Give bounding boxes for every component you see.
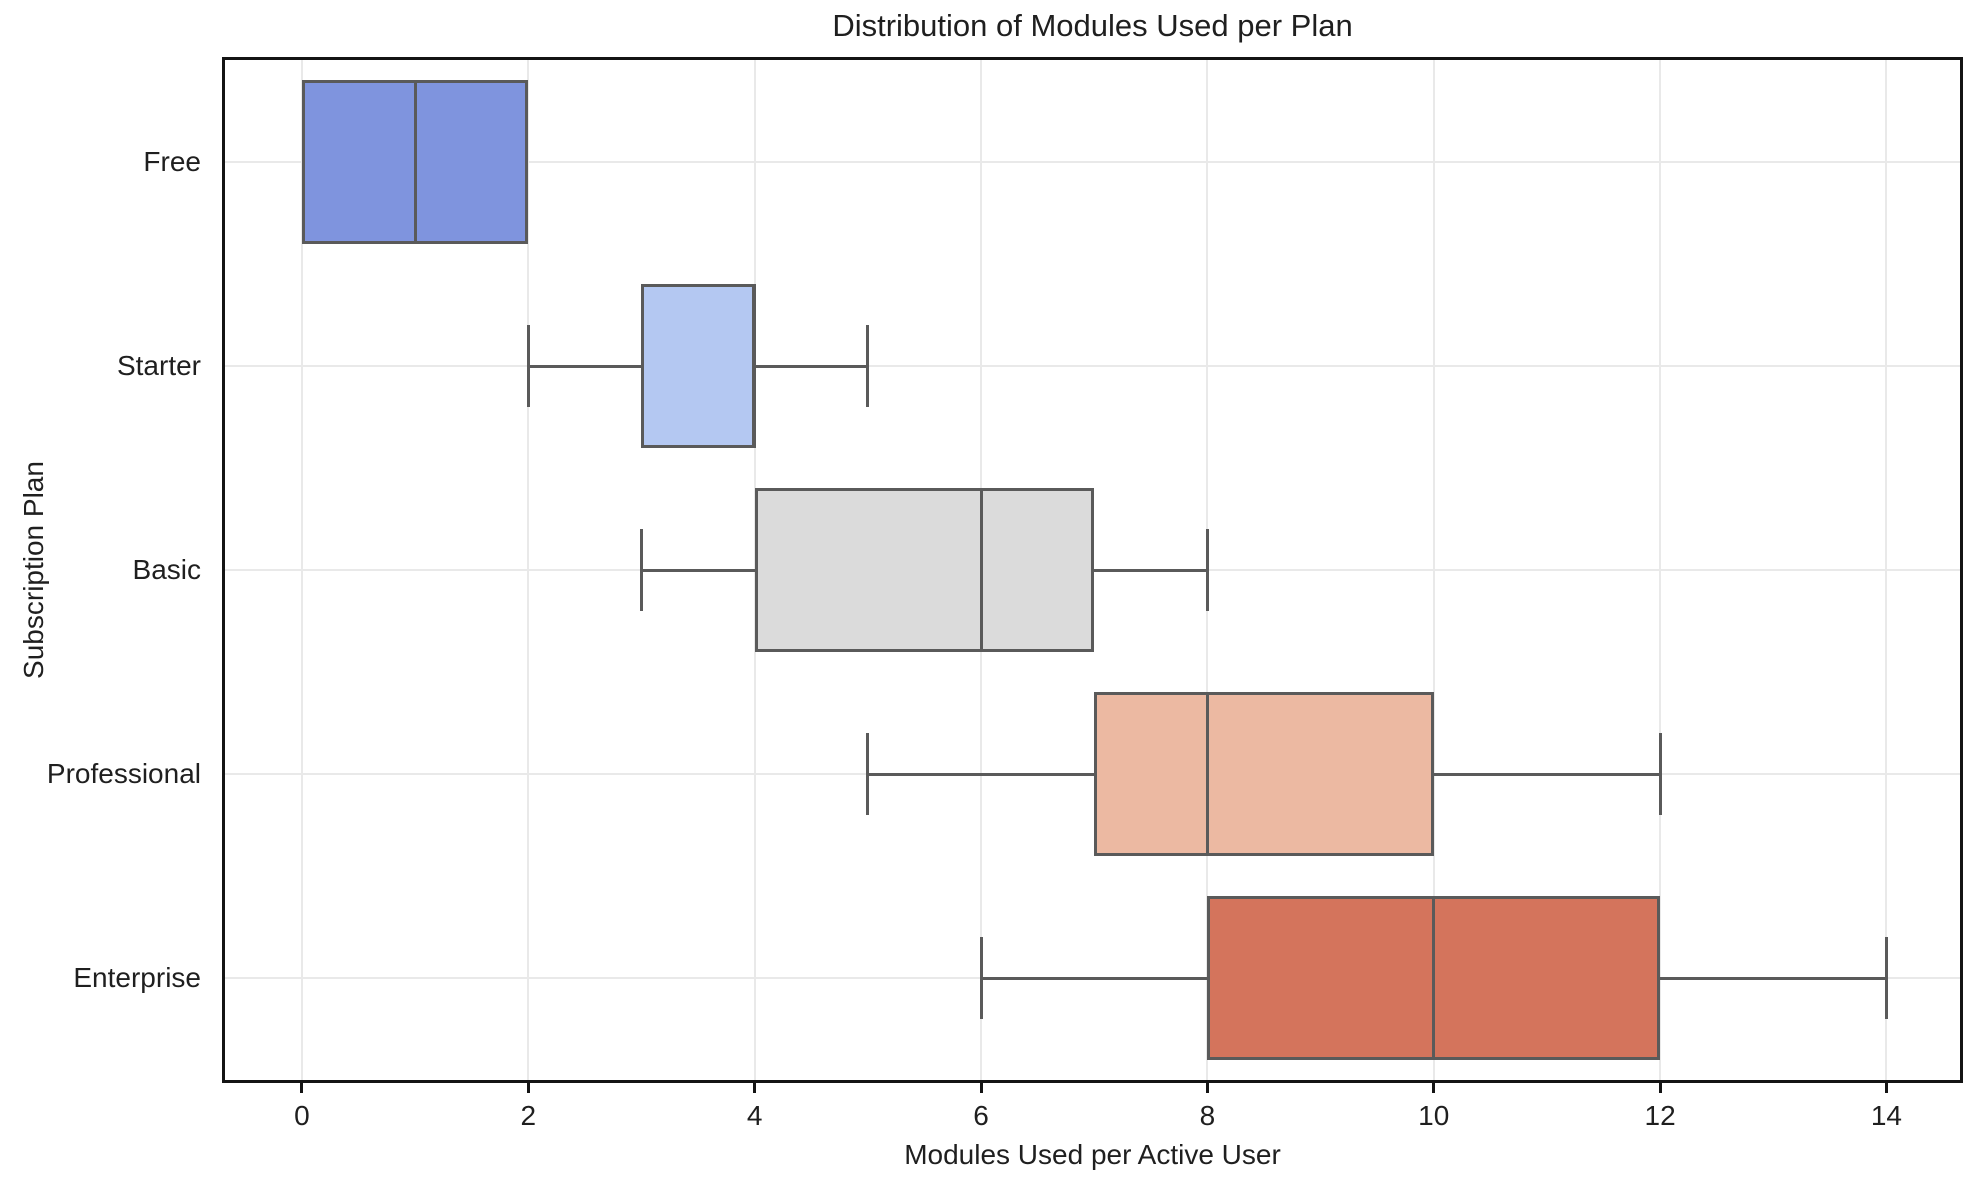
whisker-high-line xyxy=(1094,568,1208,572)
box-basic xyxy=(754,488,1095,652)
whisker-high-line xyxy=(1433,772,1661,776)
whisker-high-cap xyxy=(1658,733,1662,815)
x-tick-mark xyxy=(1884,1083,1888,1093)
whisker-low-line xyxy=(641,568,755,572)
x-tick-label: 4 xyxy=(746,1100,763,1131)
x-tick-mark xyxy=(526,1083,530,1093)
y-category-label: Free xyxy=(143,146,201,177)
x-tick-label: 12 xyxy=(1644,1100,1676,1131)
x-tick-label: 2 xyxy=(520,1100,537,1131)
x-tick-mark xyxy=(979,1083,983,1093)
whisker-low-cap xyxy=(526,325,530,407)
median-professional xyxy=(1205,692,1209,856)
x-tick-label: 8 xyxy=(1199,1100,1216,1131)
y-category-label: Professional xyxy=(46,758,201,789)
whisker-high-cap xyxy=(866,325,870,407)
x-tick-mark xyxy=(1658,1083,1662,1093)
whisker-high-cap xyxy=(1884,937,1888,1019)
x-tick-label: 0 xyxy=(294,1100,310,1131)
box-starter xyxy=(641,284,755,448)
y-category-label: Starter xyxy=(116,350,201,381)
x-axis-label: Modules Used per Active User xyxy=(904,1139,1281,1170)
median-basic xyxy=(979,488,983,652)
x-tick-mark xyxy=(1432,1083,1436,1093)
chart-title: Distribution of Modules Used per Plan xyxy=(832,8,1353,43)
gridline-horizontal xyxy=(225,161,1960,163)
x-tick-label: 14 xyxy=(1870,1100,1902,1131)
x-tick-label: 6 xyxy=(973,1100,989,1131)
y-category-label: Basic xyxy=(132,554,201,585)
y-category-label: Enterprise xyxy=(73,962,201,993)
x-tick-mark xyxy=(753,1083,757,1093)
median-free xyxy=(413,80,417,244)
box-professional xyxy=(1094,692,1434,856)
whisker-low-cap xyxy=(639,529,643,611)
whisker-low-cap xyxy=(866,733,870,815)
whisker-low-line xyxy=(981,976,1208,980)
median-starter xyxy=(753,284,757,448)
whisker-high-line xyxy=(1660,976,1887,980)
whisker-low-cap xyxy=(979,937,983,1019)
whisker-high-line xyxy=(754,364,868,368)
whisker-high-cap xyxy=(1205,529,1209,611)
x-tick-label: 10 xyxy=(1418,1100,1450,1131)
whisker-low-line xyxy=(867,772,1095,776)
whisker-low-line xyxy=(528,364,642,368)
median-enterprise xyxy=(1432,896,1436,1060)
x-tick-mark xyxy=(300,1083,304,1093)
x-tick-mark xyxy=(1205,1083,1209,1093)
gridline-horizontal xyxy=(225,365,1960,367)
